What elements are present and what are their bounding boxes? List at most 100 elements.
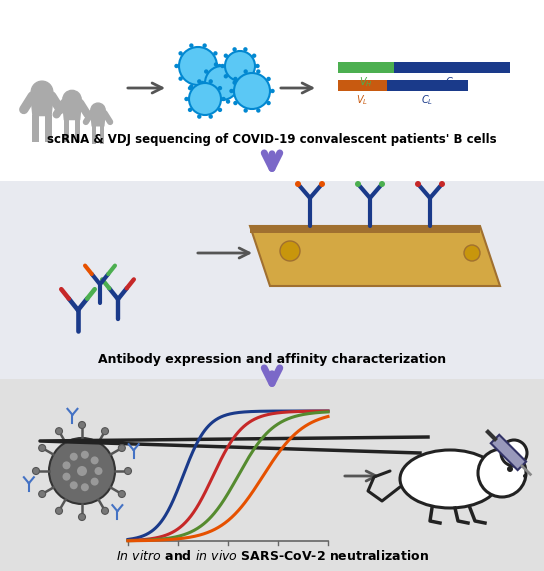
Polygon shape bbox=[30, 92, 54, 116]
Circle shape bbox=[379, 181, 385, 187]
Bar bbox=[64, 119, 70, 142]
Circle shape bbox=[55, 508, 63, 514]
Circle shape bbox=[230, 89, 234, 93]
Circle shape bbox=[70, 453, 78, 461]
Polygon shape bbox=[90, 110, 106, 127]
Circle shape bbox=[478, 449, 526, 497]
Circle shape bbox=[501, 440, 527, 466]
Bar bbox=[394, 62, 510, 73]
Bar bbox=[75, 119, 81, 142]
Circle shape bbox=[221, 97, 226, 101]
Bar bbox=[45, 115, 52, 142]
Circle shape bbox=[119, 490, 125, 497]
Circle shape bbox=[220, 64, 225, 68]
Circle shape bbox=[280, 241, 300, 261]
Bar bbox=[0, 181, 544, 381]
Circle shape bbox=[70, 481, 78, 489]
Circle shape bbox=[319, 181, 325, 187]
Circle shape bbox=[63, 90, 81, 108]
Circle shape bbox=[188, 86, 192, 90]
Circle shape bbox=[31, 81, 53, 103]
Circle shape bbox=[236, 69, 240, 74]
Circle shape bbox=[95, 467, 102, 475]
Polygon shape bbox=[250, 226, 480, 233]
Circle shape bbox=[208, 79, 213, 83]
Circle shape bbox=[189, 83, 221, 115]
Circle shape bbox=[355, 181, 361, 187]
Circle shape bbox=[78, 513, 85, 521]
Circle shape bbox=[39, 444, 46, 452]
Circle shape bbox=[236, 93, 240, 96]
Circle shape bbox=[102, 428, 108, 435]
Circle shape bbox=[218, 86, 222, 90]
Circle shape bbox=[267, 77, 271, 81]
Bar bbox=[100, 126, 104, 143]
Text: $V_H$: $V_H$ bbox=[359, 75, 373, 89]
Circle shape bbox=[507, 466, 513, 472]
Circle shape bbox=[233, 101, 238, 105]
Text: $V_L$: $V_L$ bbox=[356, 93, 368, 107]
Text: Antibody expression and affinity characterization: Antibody expression and affinity charact… bbox=[98, 352, 446, 365]
Bar bbox=[91, 126, 96, 143]
Circle shape bbox=[39, 490, 46, 497]
Circle shape bbox=[78, 421, 85, 428]
Circle shape bbox=[81, 451, 89, 459]
Circle shape bbox=[267, 101, 271, 105]
Circle shape bbox=[415, 181, 421, 187]
Circle shape bbox=[189, 43, 194, 48]
Circle shape bbox=[232, 47, 237, 51]
Circle shape bbox=[204, 93, 208, 96]
Circle shape bbox=[204, 69, 208, 74]
Text: scRNA & VDJ sequencing of COVID-19 convalescent patients' B cells: scRNA & VDJ sequencing of COVID-19 conva… bbox=[47, 132, 497, 146]
Circle shape bbox=[214, 62, 218, 67]
Circle shape bbox=[77, 466, 87, 476]
Circle shape bbox=[224, 74, 228, 78]
Circle shape bbox=[234, 73, 270, 109]
Circle shape bbox=[91, 103, 105, 118]
Circle shape bbox=[217, 64, 222, 68]
Circle shape bbox=[91, 477, 98, 485]
Circle shape bbox=[205, 66, 239, 100]
Circle shape bbox=[239, 81, 244, 85]
Circle shape bbox=[214, 99, 218, 104]
Circle shape bbox=[224, 54, 228, 58]
Circle shape bbox=[225, 51, 255, 81]
Circle shape bbox=[102, 508, 108, 514]
Polygon shape bbox=[491, 435, 526, 470]
Circle shape bbox=[178, 77, 183, 81]
Ellipse shape bbox=[400, 450, 500, 508]
Circle shape bbox=[174, 64, 178, 68]
Text: $\mathit{In\ vitro}$ and $\mathit{in\ vivo}$ SARS-CoV-2 neutralization: $\mathit{In\ vitro}$ and $\mathit{in\ vi… bbox=[115, 549, 429, 563]
Circle shape bbox=[218, 108, 222, 112]
Circle shape bbox=[91, 456, 98, 464]
Circle shape bbox=[252, 54, 256, 58]
Circle shape bbox=[188, 108, 192, 112]
Circle shape bbox=[464, 245, 480, 261]
Circle shape bbox=[232, 81, 237, 85]
Circle shape bbox=[184, 97, 189, 101]
Circle shape bbox=[202, 43, 207, 48]
Circle shape bbox=[295, 181, 301, 187]
Circle shape bbox=[81, 483, 89, 491]
Circle shape bbox=[523, 474, 527, 478]
Circle shape bbox=[226, 99, 230, 104]
Circle shape bbox=[197, 79, 201, 83]
Text: $C_H$: $C_H$ bbox=[445, 75, 459, 89]
Circle shape bbox=[125, 468, 132, 475]
Circle shape bbox=[226, 62, 230, 67]
Bar bbox=[338, 80, 387, 91]
Circle shape bbox=[252, 74, 256, 78]
Bar bbox=[0, 379, 544, 571]
Circle shape bbox=[189, 85, 194, 89]
Circle shape bbox=[200, 81, 205, 85]
Circle shape bbox=[256, 69, 261, 74]
Polygon shape bbox=[250, 226, 500, 286]
Circle shape bbox=[208, 114, 213, 119]
Circle shape bbox=[256, 108, 261, 112]
Circle shape bbox=[255, 64, 259, 68]
Circle shape bbox=[179, 47, 217, 85]
Circle shape bbox=[63, 461, 71, 469]
Circle shape bbox=[243, 81, 248, 85]
Circle shape bbox=[439, 181, 445, 187]
Bar bbox=[338, 62, 394, 73]
